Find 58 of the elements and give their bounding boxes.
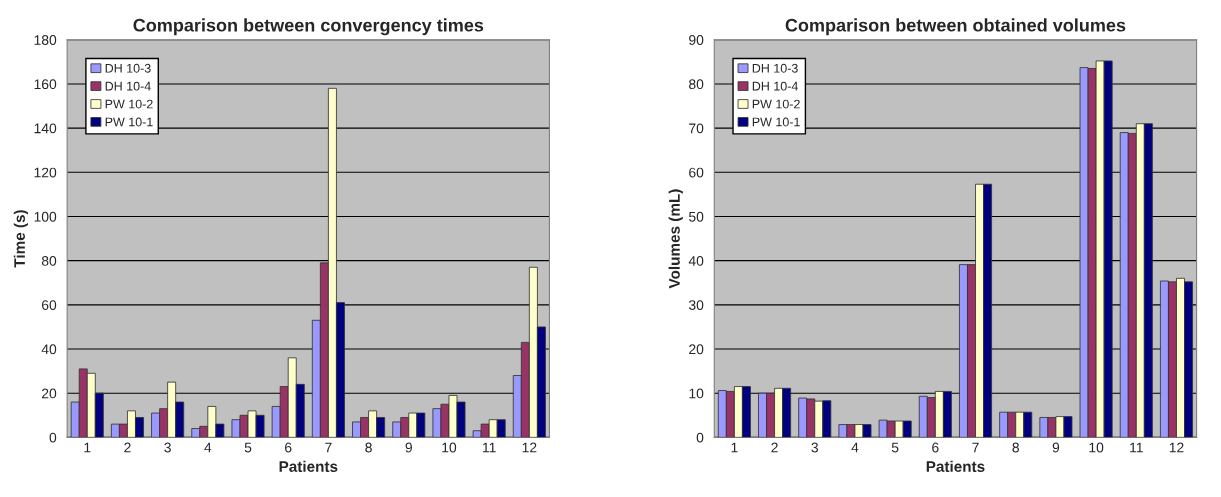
x-tick-label: 7	[972, 442, 979, 453]
y-tick-label: 180	[34, 35, 57, 45]
x-tick-label: 2	[124, 442, 131, 453]
y-tick-label: 0	[49, 432, 57, 443]
y-tick-label: 80	[689, 79, 704, 90]
x-tick-label: 10	[1089, 442, 1104, 453]
x-tick-label: 12	[1169, 442, 1184, 453]
y-tick-label: 140	[34, 123, 57, 134]
x-tick-label: 4	[851, 442, 859, 453]
x-tick-label: 5	[244, 442, 252, 453]
y-tick-label: 60	[689, 167, 704, 178]
legend-label: PW 10-1	[752, 117, 800, 127]
x-tick-label: 1	[731, 442, 738, 453]
legend-label: DH 10-4	[752, 81, 798, 91]
y-axis-title: Time (s)	[13, 210, 29, 268]
legend-label: DH 10-4	[105, 81, 151, 91]
y-tick-label: 100	[34, 211, 57, 222]
y-tick-label: 70	[689, 123, 704, 134]
legend-label: PW 10-2	[105, 99, 153, 109]
x-tick-label: 8	[1012, 442, 1019, 453]
y-tick-label: 90	[689, 35, 704, 45]
x-axis-title: Patients	[926, 460, 985, 472]
chart-title: Comparison between obtained volumes	[785, 18, 1126, 36]
y-tick-label: 40	[41, 344, 57, 355]
x-tick-label: 11	[1130, 442, 1143, 453]
x-tick-label: 9	[405, 442, 412, 453]
x-tick-label: 9	[1052, 442, 1060, 453]
y-tick-label: 30	[688, 300, 704, 310]
x-tick-label: 3	[811, 442, 819, 453]
legend-label: PW 10-1	[105, 117, 153, 127]
y-tick-label: 0	[696, 432, 704, 443]
y-tick-label: 20	[689, 344, 704, 355]
x-tick-label: 10	[442, 442, 457, 453]
x-tick-label: 11	[483, 442, 496, 453]
y-tick-label: 120	[34, 167, 57, 178]
y-tick-label: 160	[34, 79, 57, 90]
y-tick-label: 60	[42, 300, 57, 310]
legend-label: PW 10-2	[752, 99, 800, 109]
chart-title: Comparison between convergency times	[133, 18, 484, 36]
x-tick-label: 6	[932, 442, 939, 453]
x-tick-label: 12	[522, 442, 537, 453]
x-tick-label: 6	[285, 442, 292, 453]
x-tick-label: 1	[84, 442, 91, 453]
y-tick-label: 20	[41, 388, 57, 399]
x-axis-title: Patients	[279, 460, 338, 472]
x-tick-label: 7	[325, 442, 332, 453]
x-tick-label: 8	[365, 442, 372, 453]
y-tick-label: 40	[688, 255, 704, 266]
y-axis-title: Volumes (mL)	[668, 189, 683, 289]
x-tick-label: 5	[891, 442, 899, 453]
x-tick-label: 2	[771, 442, 778, 453]
legend-label: DH 10-3	[752, 63, 798, 73]
y-tick-label: 10	[689, 388, 704, 399]
y-tick-label: 50	[688, 211, 704, 222]
legend-label: DH 10-3	[105, 63, 151, 73]
x-tick-label: 4	[204, 442, 212, 453]
y-tick-label: 80	[41, 255, 57, 266]
x-tick-label: 3	[164, 442, 171, 453]
